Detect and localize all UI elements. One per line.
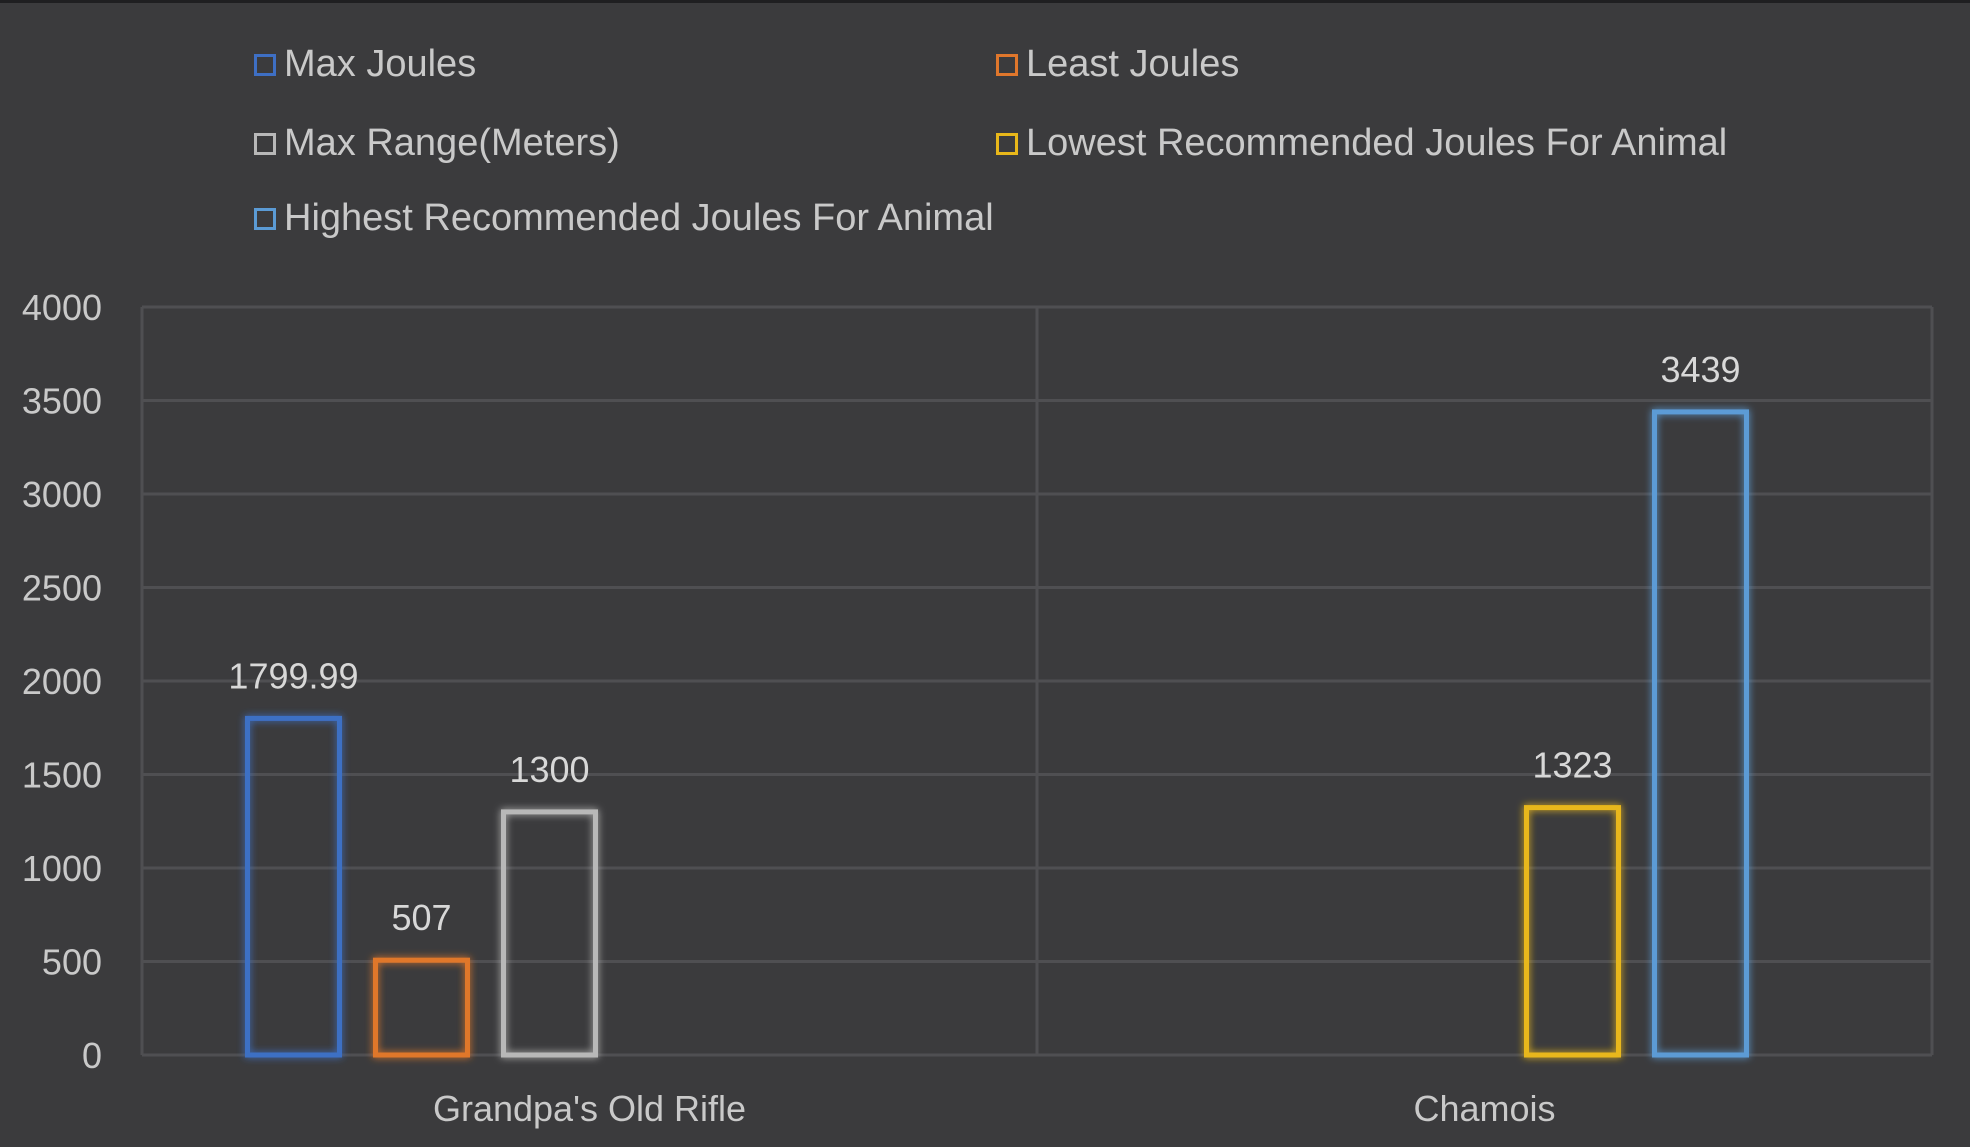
legend-item: Max Joules [254,43,476,86]
y-tick-label: 500 [42,942,102,983]
y-tick-label: 2000 [22,661,102,702]
legend-label: Highest Recommended Joules For Animal [284,197,994,239]
legend-item: Max Range(Meters) [254,122,620,165]
bar [1652,409,1749,1058]
legend-label: Least Joules [1026,43,1240,85]
y-tick-label: 3500 [22,381,102,422]
data-label: 1323 [1532,745,1612,786]
y-tick-label: 0 [82,1035,102,1076]
legend-label: Max Range(Meters) [284,122,620,164]
legend-item: Least Joules [996,43,1239,86]
legend-swatch [996,53,1018,76]
legend-swatch [254,132,276,155]
bar [1524,805,1621,1058]
legend-swatch [254,53,276,76]
y-tick-label: 4000 [22,287,102,328]
legend-item: Lowest Recommended Joules For Animal [996,122,1727,165]
plot-area: 0 500 1000 1500 2000 2500 3000 3500 4000 Grandpa'… [22,287,1934,1129]
x-category-label: Chamois [1413,1088,1555,1129]
data-label: 3439 [1660,349,1740,390]
y-tick-label: 3000 [22,474,102,515]
legend-swatch [254,207,276,230]
bar [501,809,598,1058]
data-label: 1300 [509,749,589,790]
legend-label: Lowest Recommended Joules For Animal [1026,122,1728,164]
bar [245,715,342,1058]
data-label: 1799.99 [228,655,358,696]
y-tick-label: 2500 [22,568,102,609]
x-category-label: Grandpa's Old Rifle [433,1088,746,1129]
legend-label: Max Joules [284,43,477,85]
y-tick-label: 1000 [22,848,102,889]
y-tick-label: 1500 [22,755,102,796]
data-label: 507 [391,897,451,938]
legend-item: Highest Recommended Joules For Animal [254,197,994,240]
legend-swatch [996,132,1018,155]
bar [373,957,470,1058]
